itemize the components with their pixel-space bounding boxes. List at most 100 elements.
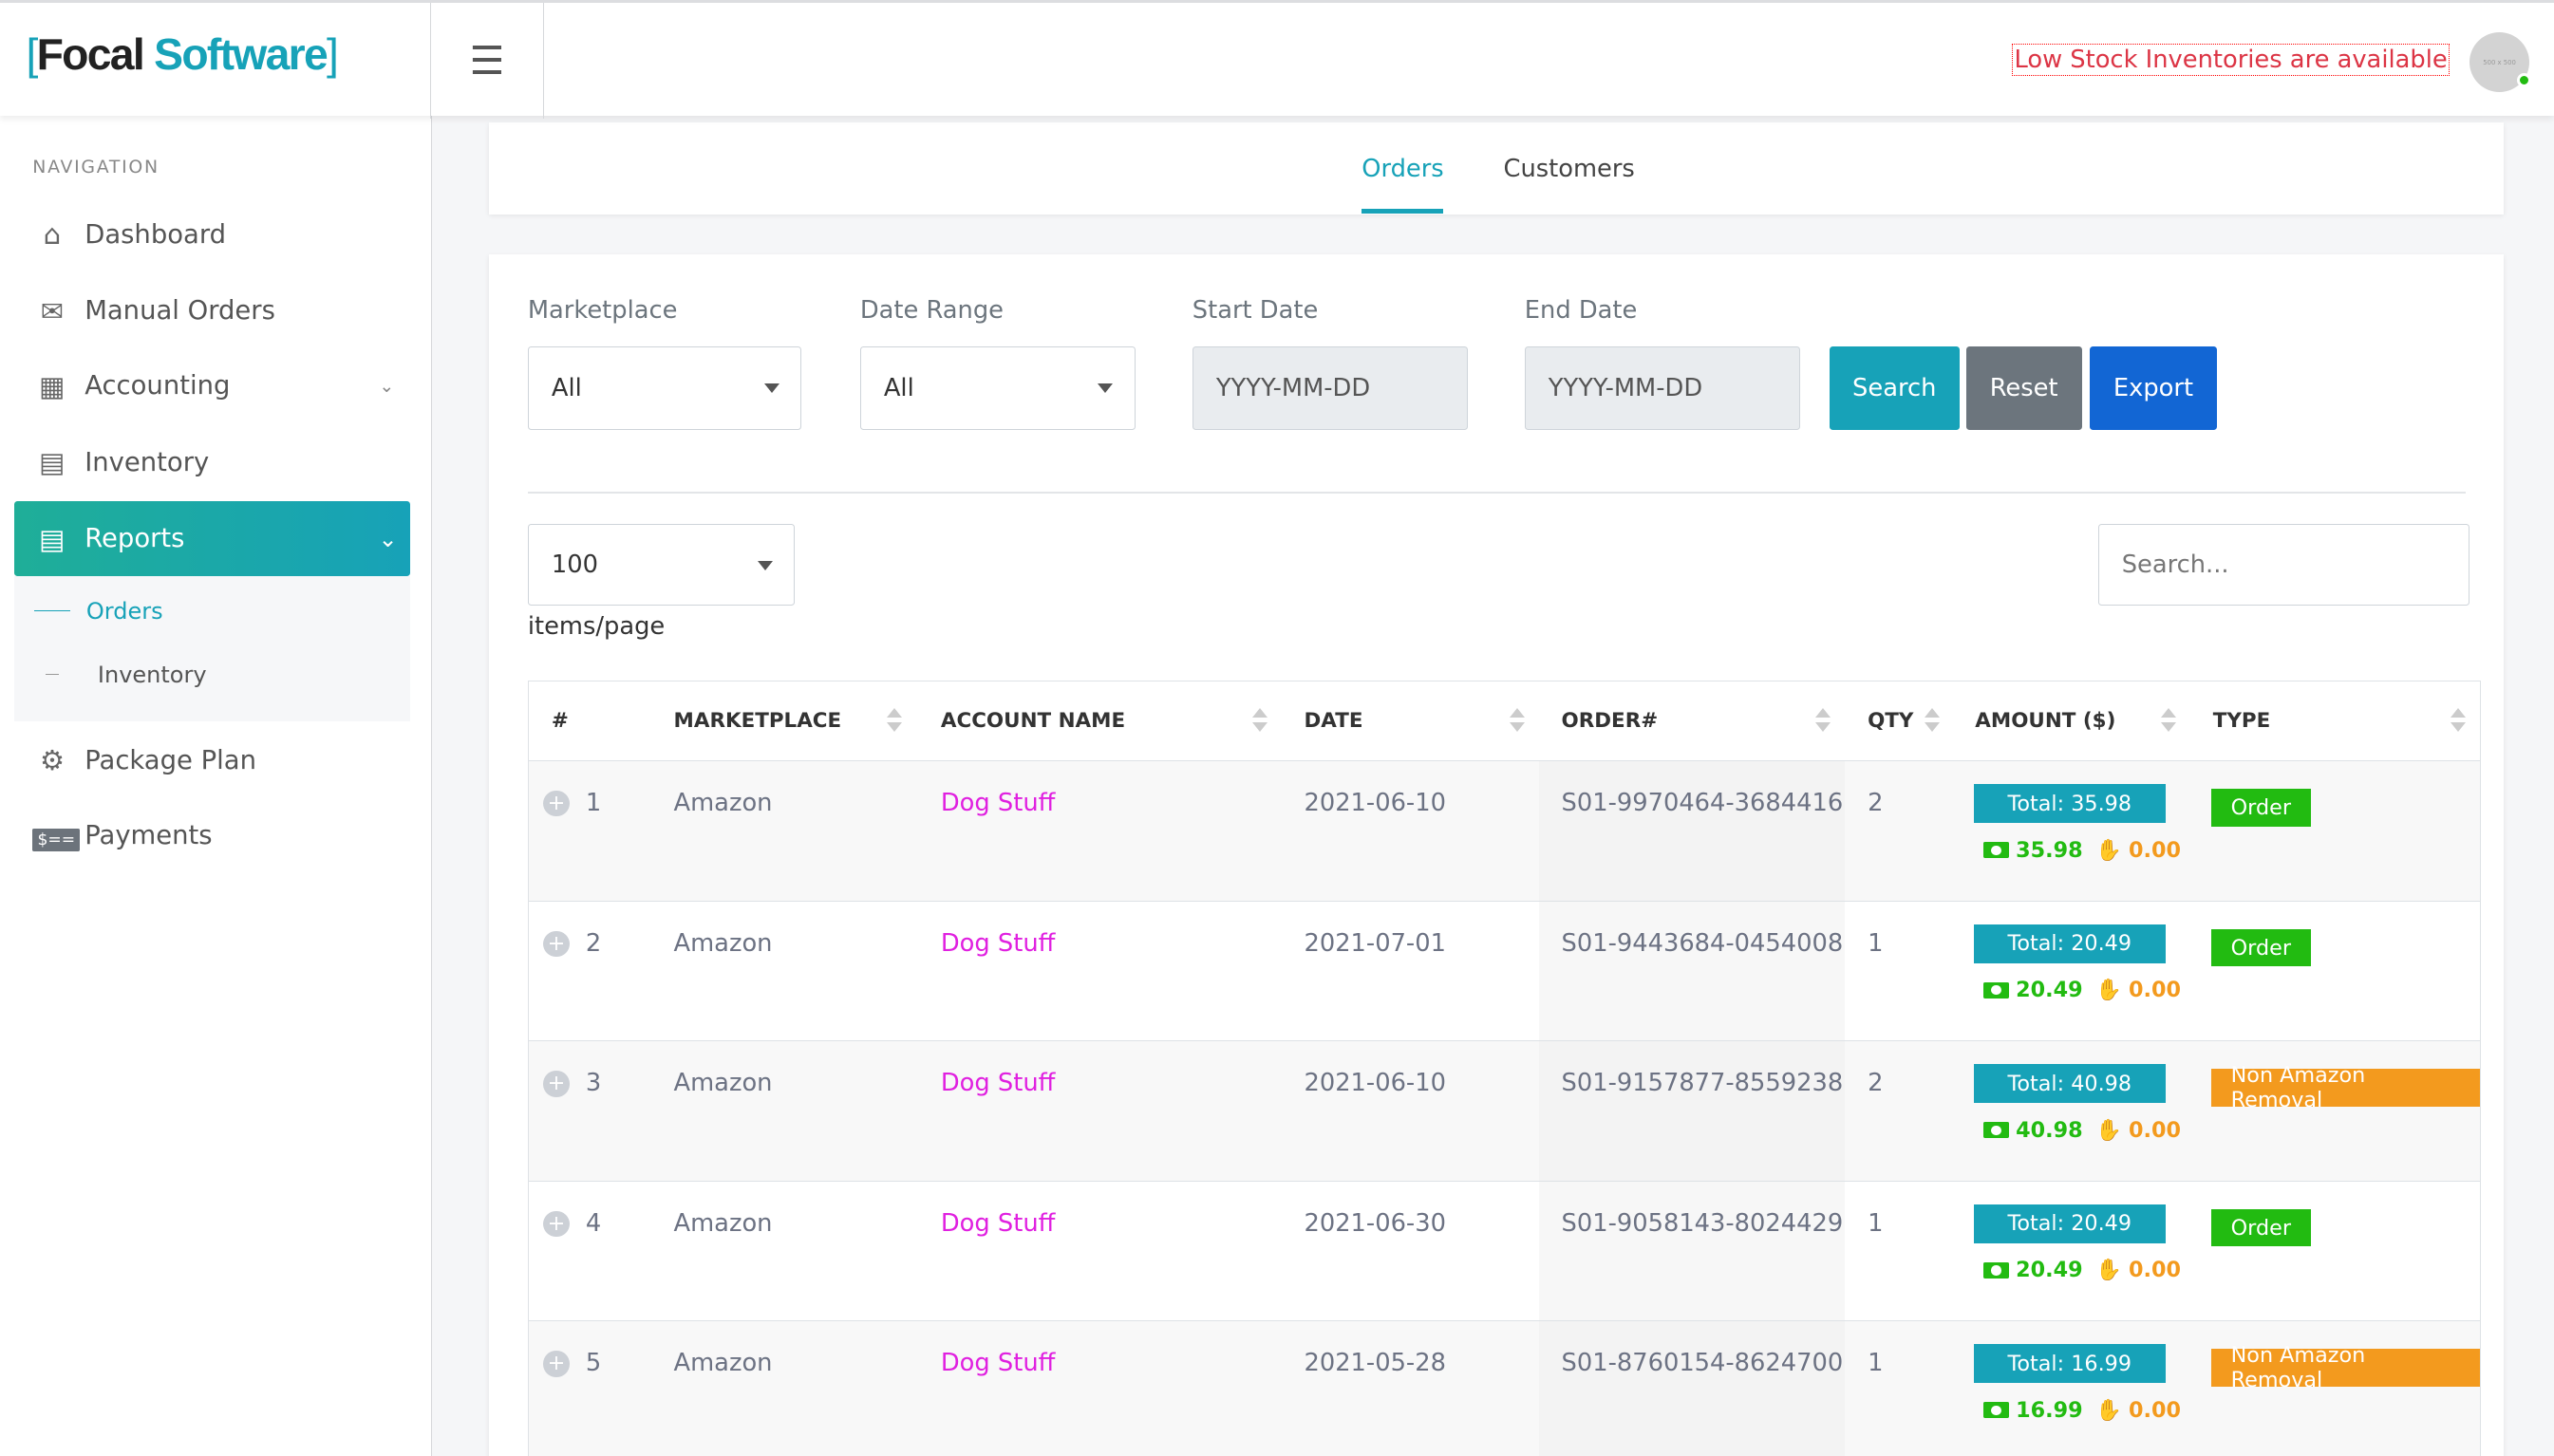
table-search-input[interactable]: Search...	[2097, 524, 2469, 607]
start-date-input[interactable]: YYYY-MM-DD	[1192, 346, 1468, 430]
expand-row-icon[interactable]: +	[543, 791, 570, 817]
col-header-date[interactable]: DATE	[1304, 709, 1363, 734]
order-number-cell: S01-8760154-8624700	[1561, 1349, 1844, 1378]
date-cell: 2021-05-28	[1304, 1349, 1446, 1378]
date-cell: 2021-07-01	[1304, 928, 1446, 958]
orders-card: Marketplace All Date Range All Start Dat…	[488, 253, 2504, 1456]
date-cell: 2021-06-30	[1304, 1208, 1446, 1238]
date-range-label: Date Range	[859, 296, 1004, 326]
sidebar-item-package-plan[interactable]: ⚙ Package Plan	[32, 728, 407, 793]
expand-row-icon[interactable]: +	[543, 930, 570, 958]
sort-icon[interactable]	[1509, 707, 1526, 734]
type-badge: Order	[2211, 928, 2311, 967]
sidebar-item-payments[interactable]: $== Payments	[32, 803, 407, 868]
col-header-account-name[interactable]: ACCOUNT NAME	[940, 709, 1126, 734]
marketplace-cell: Amazon	[673, 1208, 773, 1238]
sort-icon[interactable]	[1251, 707, 1268, 734]
sidebar-item-reports[interactable]: ▤ Reports ⌄	[14, 501, 411, 577]
amount-breakdown: 40.98 ✋ 0.00	[1982, 1117, 2182, 1143]
submenu-label: Inventory	[97, 661, 207, 688]
sidebar-item-label: Payments	[85, 820, 213, 850]
expand-row-icon[interactable]: +	[543, 1071, 570, 1097]
date-range-select[interactable]: All	[859, 346, 1136, 430]
paid-amount: 40.98	[2016, 1117, 2083, 1143]
money-bill-icon	[1982, 981, 2010, 999]
account-name-link[interactable]: Dog Stuff	[940, 1208, 1056, 1238]
inbox-icon: ✉	[40, 294, 65, 327]
account-name-link[interactable]: Dog Stuff	[940, 1069, 1056, 1098]
sidebar-item-label: Accounting	[85, 371, 231, 401]
reset-button[interactable]: Reset	[1965, 346, 2082, 430]
refund-amount: 0.00	[2129, 978, 2182, 1003]
tab-orders[interactable]: Orders	[1362, 154, 1444, 183]
caret-down-icon	[757, 561, 773, 570]
hand-coin-icon: ✋	[2095, 1397, 2123, 1423]
chevron-down-icon: ⌄	[379, 375, 395, 397]
briefcase-icon: ▤	[39, 446, 66, 479]
items-per-page-value: 100	[551, 551, 598, 580]
submenu-item-inventory[interactable]: Inventory	[34, 662, 207, 688]
chevron-down-icon: ⌄	[378, 525, 398, 552]
row-number: 1	[585, 789, 602, 818]
type-badge: Non Amazon Removal	[2211, 1063, 2480, 1112]
end-date-input[interactable]: YYYY-MM-DD	[1524, 346, 1800, 430]
expand-row-icon[interactable]: +	[543, 1351, 570, 1377]
col-header-qty[interactable]: QTY	[1868, 709, 1914, 734]
brand-logo[interactable]: [Focal Software]	[26, 29, 338, 80]
sidebar-item-manual-orders[interactable]: ✉ Manual Orders	[32, 278, 407, 344]
order-number-cell: S01-9970464-3684416	[1561, 789, 1844, 818]
calculator-icon: ▦	[39, 369, 66, 402]
divider	[527, 492, 2467, 494]
avatar[interactable]: 500 x 500	[2469, 31, 2532, 93]
paid-amount: 20.49	[2016, 1258, 2083, 1283]
sort-icon[interactable]	[1925, 707, 1941, 734]
marketplace-cell: Amazon	[673, 928, 773, 958]
tab-customers[interactable]: Customers	[1503, 154, 1635, 183]
col-header-type[interactable]: TYPE	[2212, 709, 2271, 734]
table-row: + 3 Amazon Dog Stuff 2021-06-10 S01-9157…	[528, 1041, 2480, 1182]
account-name-link[interactable]: Dog Stuff	[940, 928, 1056, 958]
col-header-marketplace[interactable]: MARKETPLACE	[673, 709, 842, 734]
sidebar-item-inventory[interactable]: ▤ Inventory	[32, 430, 407, 495]
sort-icon[interactable]	[2160, 707, 2177, 734]
marketplace-select[interactable]: All	[527, 346, 802, 430]
hamburger-icon[interactable]: ☰	[429, 3, 544, 119]
refund-amount: 0.00	[2129, 1258, 2182, 1283]
order-column-shade	[1538, 901, 1846, 1041]
qty-cell: 1	[1868, 1208, 1884, 1238]
row-number: 4	[585, 1208, 602, 1238]
sidebar-item-accounting[interactable]: ▦ Accounting ⌄	[32, 353, 407, 419]
account-name-link[interactable]: Dog Stuff	[940, 1349, 1056, 1378]
amount-breakdown: 20.49 ✋ 0.00	[1982, 1258, 2182, 1283]
col-header-order[interactable]: ORDER#	[1561, 709, 1659, 734]
total-badge: Total: 40.98	[1973, 1064, 2167, 1104]
low-stock-alert-link[interactable]: Low Stock Inventories are available	[2011, 43, 2451, 77]
col-header-amount[interactable]: AMOUNT ($)	[1975, 709, 2116, 734]
table-row: + 5 Amazon Dog Stuff 2021-05-28 S01-8760…	[528, 1321, 2480, 1456]
order-column-shade	[1538, 761, 1846, 901]
amount-breakdown: 20.49 ✋ 0.00	[1982, 978, 2182, 1003]
submenu-item-orders[interactable]: Orders	[34, 598, 163, 625]
sidebar-item-dashboard[interactable]: ⌂ Dashboard	[32, 202, 407, 268]
refund-amount: 0.00	[2129, 1117, 2182, 1143]
avatar-placeholder-text: 500 x 500	[2483, 58, 2516, 66]
export-button[interactable]: Export	[2090, 346, 2217, 430]
row-number: 3	[585, 1069, 602, 1098]
col-header-number[interactable]: #	[551, 709, 569, 734]
order-column-shade	[1538, 1041, 1846, 1181]
money-bill-icon	[1982, 1402, 2010, 1419]
table-header: # MARKETPLACE ACCOUNT NAME DATE ORDER# Q…	[528, 681, 2480, 762]
online-status-icon	[2516, 72, 2532, 88]
expand-row-icon[interactable]: +	[543, 1210, 570, 1238]
total-badge: Total: 35.98	[1973, 784, 2167, 824]
sort-icon[interactable]	[887, 707, 903, 734]
sort-icon[interactable]	[1815, 707, 1831, 734]
items-per-page-select[interactable]: 100	[527, 524, 796, 607]
search-button[interactable]: Search	[1829, 346, 1960, 430]
sort-icon[interactable]	[2451, 707, 2467, 734]
table-row: + 2 Amazon Dog Stuff 2021-07-01 S01-9443…	[528, 901, 2480, 1042]
dash-icon	[46, 673, 59, 676]
date-cell: 2021-06-10	[1304, 789, 1446, 818]
sidebar-item-label: Reports	[85, 524, 185, 554]
account-name-link[interactable]: Dog Stuff	[940, 789, 1056, 818]
